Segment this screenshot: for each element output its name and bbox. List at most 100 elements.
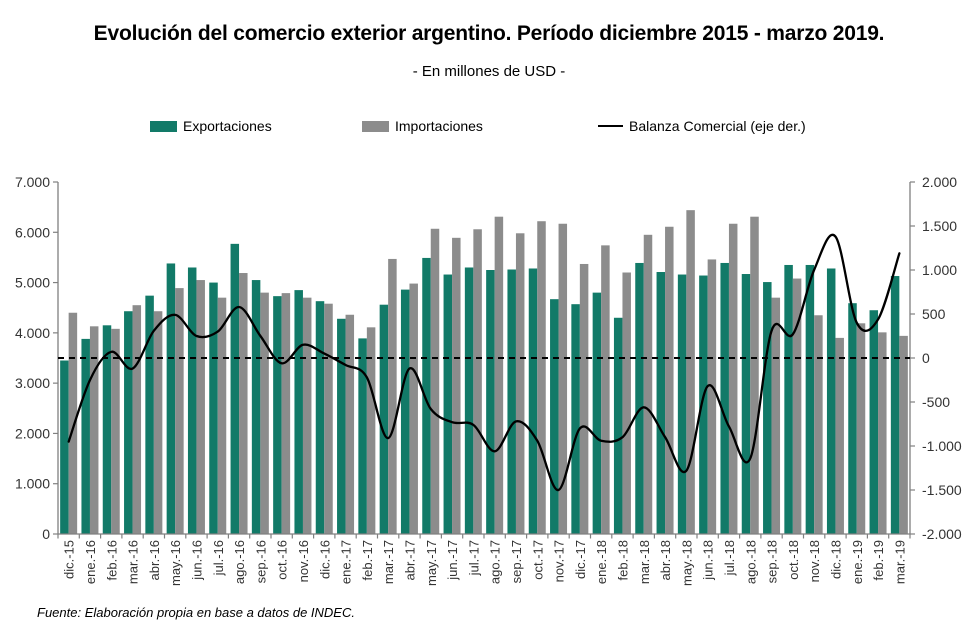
x-axis-label: abr.-16 bbox=[147, 540, 162, 580]
import-bar bbox=[728, 223, 738, 534]
export-bar bbox=[550, 299, 559, 534]
export-bar bbox=[571, 304, 580, 534]
import-bar bbox=[89, 326, 99, 534]
left-axis-tick-label: 0 bbox=[42, 526, 50, 542]
import-bar bbox=[515, 233, 525, 534]
left-axis-tick-label: 4.000 bbox=[15, 325, 50, 341]
x-axis-label: feb.-17 bbox=[360, 540, 375, 580]
right-axis-tick-label: 2.000 bbox=[922, 174, 957, 190]
export-bar bbox=[81, 338, 90, 534]
x-axis-label: mar.-17 bbox=[381, 540, 396, 584]
import-bar bbox=[537, 221, 546, 534]
import-bar bbox=[132, 305, 142, 534]
legend-item-importaciones: Importaciones bbox=[362, 117, 483, 135]
export-bar bbox=[720, 262, 729, 534]
export-bar bbox=[635, 262, 644, 534]
export-bar bbox=[443, 274, 453, 534]
left-axis-tick-label: 1.000 bbox=[15, 476, 50, 492]
export-bar bbox=[102, 325, 112, 534]
x-axis-label: sep.-16 bbox=[253, 540, 268, 583]
export-bar bbox=[763, 282, 772, 534]
right-axis-tick-label: -1.000 bbox=[922, 438, 962, 454]
x-axis-label: oct.-16 bbox=[275, 540, 290, 580]
import-bar bbox=[175, 288, 184, 534]
import-bar bbox=[558, 223, 568, 534]
page-title: Evolución del comercio exterior argentin… bbox=[93, 22, 885, 45]
right-axis-tick-label: 500 bbox=[922, 306, 946, 322]
export-bar bbox=[230, 243, 240, 534]
balanza-line-swatch-icon bbox=[598, 124, 623, 128]
x-axis-label: jun.-16 bbox=[190, 540, 205, 581]
import-bar bbox=[643, 234, 653, 535]
import-bar bbox=[579, 263, 589, 534]
export-bar bbox=[826, 268, 836, 534]
x-axis-label: jun.-17 bbox=[445, 540, 460, 581]
x-axis-label: jul.-16 bbox=[211, 540, 226, 576]
export-bar bbox=[656, 272, 666, 534]
import-bar bbox=[601, 245, 610, 535]
x-axis-label: ene.-16 bbox=[83, 540, 98, 584]
x-axis-label: may.-16 bbox=[168, 540, 183, 586]
export-bar bbox=[145, 295, 154, 534]
import-bar bbox=[452, 237, 461, 534]
import-bar bbox=[430, 228, 440, 534]
exportaciones-swatch-icon bbox=[150, 120, 177, 132]
export-bar bbox=[699, 275, 708, 534]
x-axis-label: nov.-16 bbox=[296, 540, 311, 582]
right-axis-tick-label: 0 bbox=[922, 350, 930, 366]
x-axis-label: abr.-17 bbox=[402, 540, 417, 580]
right-axis-tick-label: -1.500 bbox=[922, 482, 962, 498]
import-bar bbox=[196, 280, 205, 534]
chart-plot: 0 1.000 2.000 3.000 4.000 5.000 6.000 7.000 -2.0… bbox=[15, 174, 962, 586]
x-axis-label: sep.-18 bbox=[765, 540, 780, 583]
export-bar bbox=[592, 292, 602, 534]
import-bar bbox=[835, 337, 844, 534]
left-axis-tick-label: 5.000 bbox=[15, 275, 50, 291]
import-bar bbox=[771, 297, 781, 534]
import-bar bbox=[814, 315, 823, 534]
x-axis-label: may.-18 bbox=[679, 540, 694, 586]
x-axis-label: dic.-17 bbox=[573, 540, 588, 579]
right-axis-tick-label: 1.000 bbox=[922, 262, 957, 278]
export-bar bbox=[60, 360, 69, 534]
source-footer: Fuente: Elaboración propia en base a dat… bbox=[37, 605, 355, 620]
import-bar bbox=[388, 258, 397, 534]
import-bar bbox=[750, 216, 759, 534]
legend-item-exportaciones: Exportaciones bbox=[150, 117, 272, 135]
export-bar bbox=[358, 338, 367, 534]
export-bar bbox=[166, 263, 176, 534]
export-bar bbox=[805, 264, 815, 534]
export-bar bbox=[315, 301, 325, 534]
x-axis-label: may.-17 bbox=[424, 540, 439, 586]
export-bar bbox=[507, 269, 516, 534]
export-bar bbox=[848, 303, 857, 534]
x-axis-label: ene.-19 bbox=[850, 540, 865, 584]
import-bar bbox=[324, 303, 333, 534]
import-bar bbox=[899, 335, 908, 534]
import-bar bbox=[111, 328, 120, 534]
import-bar bbox=[878, 332, 887, 534]
x-axis-label: oct.-17 bbox=[530, 540, 545, 580]
x-axis-label: jul.-17 bbox=[466, 540, 481, 576]
import-bar bbox=[686, 210, 695, 534]
import-bar bbox=[260, 292, 269, 534]
left-axis-tick-label: 2.000 bbox=[15, 425, 50, 441]
import-bar bbox=[622, 272, 631, 534]
left-axis-tick-label: 3.000 bbox=[15, 375, 50, 391]
export-bar bbox=[400, 289, 410, 534]
export-bar bbox=[294, 290, 303, 534]
x-axis-label: feb.-16 bbox=[104, 540, 119, 580]
x-axis-label: ago.-17 bbox=[488, 540, 503, 584]
import-bar bbox=[707, 259, 717, 534]
x-axis-label: nov.-18 bbox=[807, 540, 822, 582]
export-bar bbox=[869, 310, 879, 534]
x-axis-label: jun.-18 bbox=[701, 540, 716, 581]
x-axis-label: ene.-18 bbox=[594, 540, 609, 584]
x-axis-label: feb.-18 bbox=[616, 540, 631, 580]
export-bar bbox=[422, 257, 431, 534]
x-axis-label: dic.-15 bbox=[62, 540, 77, 579]
x-axis-label: sep.-17 bbox=[509, 540, 524, 583]
import-bar bbox=[366, 327, 376, 534]
import-bar bbox=[153, 311, 163, 534]
